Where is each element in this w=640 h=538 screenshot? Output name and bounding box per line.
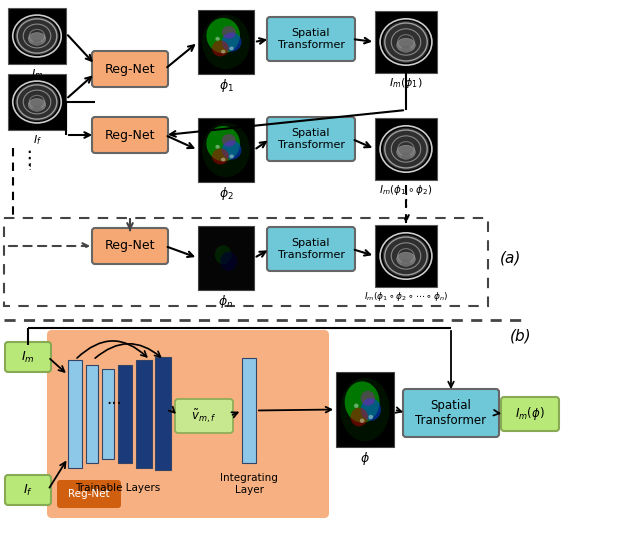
Text: ···: ··· <box>106 395 122 413</box>
Bar <box>136 360 152 468</box>
Bar <box>198 226 254 290</box>
Text: $I_m(\phi)$: $I_m(\phi)$ <box>515 406 545 422</box>
Ellipse shape <box>397 38 415 52</box>
Text: $I_m$: $I_m$ <box>21 350 35 365</box>
Ellipse shape <box>361 398 381 421</box>
Ellipse shape <box>215 37 220 41</box>
Ellipse shape <box>361 391 375 406</box>
Text: (a): (a) <box>500 251 522 265</box>
Ellipse shape <box>220 252 237 271</box>
FancyBboxPatch shape <box>403 389 499 437</box>
Text: ⋮: ⋮ <box>25 161 33 171</box>
FancyBboxPatch shape <box>267 117 355 161</box>
Text: $I_f$: $I_f$ <box>33 133 42 147</box>
Ellipse shape <box>383 128 429 170</box>
Ellipse shape <box>222 26 236 39</box>
Bar <box>198 118 254 182</box>
Ellipse shape <box>351 408 368 427</box>
Text: ⋮: ⋮ <box>397 191 414 209</box>
Text: Reg-Net: Reg-Net <box>105 62 156 75</box>
FancyBboxPatch shape <box>92 228 168 264</box>
Bar <box>86 365 98 463</box>
Text: $I_f$: $I_f$ <box>23 483 33 498</box>
Bar <box>68 360 82 468</box>
Text: $I_m$: $I_m$ <box>31 67 43 81</box>
FancyBboxPatch shape <box>175 399 233 433</box>
Ellipse shape <box>401 260 411 267</box>
Ellipse shape <box>202 15 250 69</box>
Ellipse shape <box>215 245 232 264</box>
Bar <box>375 118 437 180</box>
Bar <box>375 11 437 73</box>
Ellipse shape <box>397 145 415 159</box>
Ellipse shape <box>212 148 229 165</box>
Ellipse shape <box>354 404 358 408</box>
Text: $I_m(\phi_1 \circ \phi_2)$: $I_m(\phi_1 \circ \phi_2)$ <box>379 183 433 197</box>
Text: $\phi_1$: $\phi_1$ <box>218 77 234 94</box>
Ellipse shape <box>222 134 236 147</box>
Text: Integrating
Layer: Integrating Layer <box>220 473 278 494</box>
FancyBboxPatch shape <box>267 227 355 271</box>
Ellipse shape <box>222 32 241 52</box>
Ellipse shape <box>383 235 429 277</box>
Ellipse shape <box>15 17 59 55</box>
FancyBboxPatch shape <box>501 397 559 431</box>
Text: Reg-Net: Reg-Net <box>68 489 110 499</box>
Text: $\phi_n$: $\phi_n$ <box>218 293 234 310</box>
Ellipse shape <box>229 46 234 51</box>
Bar <box>118 365 132 463</box>
FancyBboxPatch shape <box>47 330 329 518</box>
Ellipse shape <box>360 419 364 423</box>
FancyBboxPatch shape <box>57 480 121 508</box>
Ellipse shape <box>215 145 220 148</box>
Ellipse shape <box>202 123 250 177</box>
Text: (b): (b) <box>510 329 532 343</box>
Ellipse shape <box>33 39 42 46</box>
Bar <box>155 357 171 470</box>
Text: $I_m(\phi_1 \circ \phi_2 \circ\cdots\circ \phi_n)$: $I_m(\phi_1 \circ \phi_2 \circ\cdots\cir… <box>364 290 448 303</box>
Ellipse shape <box>28 98 45 111</box>
Ellipse shape <box>401 46 411 53</box>
Text: Reg-Net: Reg-Net <box>105 239 156 252</box>
Ellipse shape <box>221 158 225 161</box>
Bar <box>102 369 114 459</box>
Ellipse shape <box>345 381 380 423</box>
Text: Trainable Layers: Trainable Layers <box>76 483 161 493</box>
Text: Spatial
Transformer: Spatial Transformer <box>278 238 344 260</box>
Text: Spatial
Transformer: Spatial Transformer <box>278 128 344 150</box>
Text: Spatial
Transformer: Spatial Transformer <box>415 399 486 427</box>
Bar <box>336 372 394 447</box>
Bar <box>242 358 256 463</box>
Ellipse shape <box>33 105 42 112</box>
Bar <box>375 225 437 287</box>
Ellipse shape <box>206 126 240 161</box>
Bar <box>198 10 254 74</box>
Ellipse shape <box>15 83 59 121</box>
FancyBboxPatch shape <box>92 51 168 87</box>
Ellipse shape <box>401 153 411 160</box>
Text: Spatial
Transformer: Spatial Transformer <box>278 28 344 50</box>
Ellipse shape <box>28 33 45 45</box>
Text: $\phi$: $\phi$ <box>360 450 370 467</box>
Ellipse shape <box>206 18 240 53</box>
Text: ⋮: ⋮ <box>19 148 39 167</box>
Bar <box>8 8 66 64</box>
Text: $\tilde{v}_{m,f}$: $\tilde{v}_{m,f}$ <box>191 407 216 425</box>
FancyBboxPatch shape <box>92 117 168 153</box>
Ellipse shape <box>229 154 234 158</box>
Text: $I_m(\phi_1)$: $I_m(\phi_1)$ <box>389 76 423 90</box>
Bar <box>8 74 66 130</box>
FancyBboxPatch shape <box>267 17 355 61</box>
Ellipse shape <box>221 49 225 53</box>
FancyBboxPatch shape <box>5 342 51 372</box>
Text: Reg-Net: Reg-Net <box>105 129 156 141</box>
Ellipse shape <box>383 21 429 63</box>
Ellipse shape <box>340 378 390 441</box>
Ellipse shape <box>369 415 373 419</box>
Ellipse shape <box>222 140 241 160</box>
Text: $\phi_2$: $\phi_2$ <box>219 185 234 202</box>
Ellipse shape <box>212 40 229 56</box>
Ellipse shape <box>397 252 415 266</box>
FancyBboxPatch shape <box>5 475 51 505</box>
